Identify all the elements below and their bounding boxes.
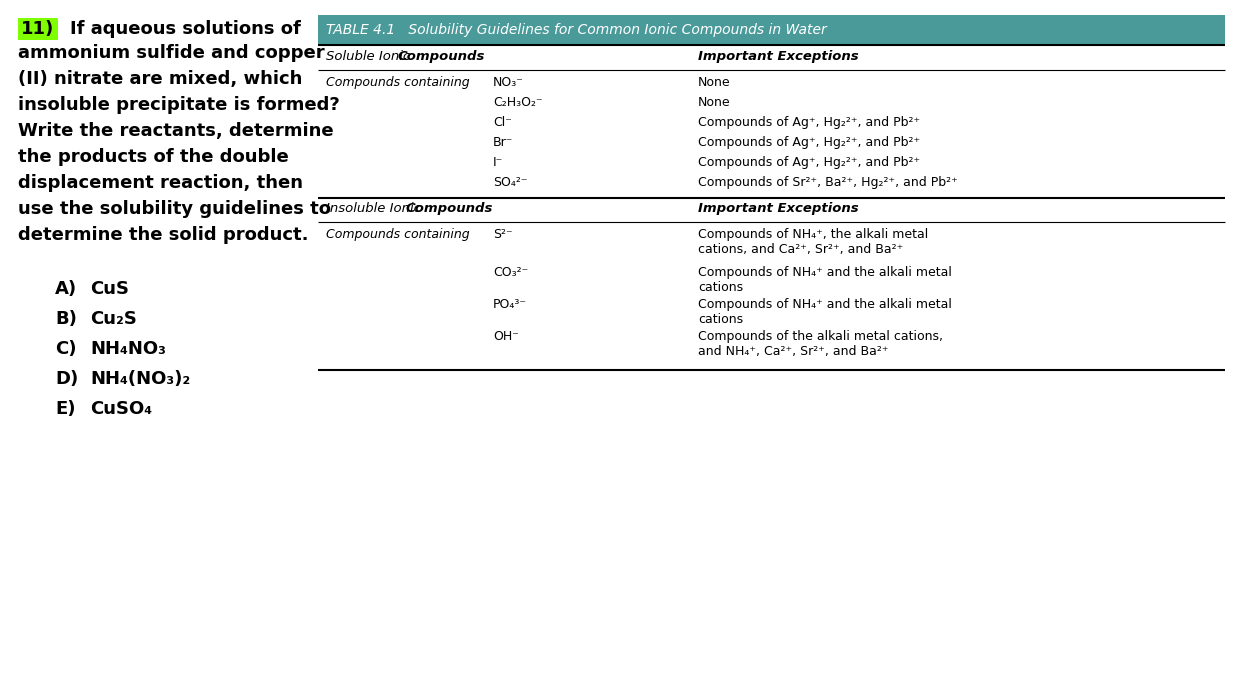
Text: Compounds of NH₄⁺ and the alkali metal: Compounds of NH₄⁺ and the alkali metal (698, 266, 952, 279)
Text: Insoluble Ionic: Insoluble Ionic (326, 202, 425, 215)
Text: Cu₂S: Cu₂S (90, 310, 137, 328)
Text: insoluble precipitate is formed?: insoluble precipitate is formed? (19, 96, 339, 114)
Text: OH⁻: OH⁻ (493, 330, 519, 343)
Text: CuSO₄: CuSO₄ (90, 400, 152, 418)
Text: Compounds of Sr²⁺, Ba²⁺, Hg₂²⁺, and Pb²⁺: Compounds of Sr²⁺, Ba²⁺, Hg₂²⁺, and Pb²⁺ (698, 176, 958, 189)
Text: cations: cations (698, 313, 743, 326)
Text: Compounds: Compounds (397, 50, 485, 63)
Text: Compounds containing: Compounds containing (326, 76, 469, 89)
Text: NO₃⁻: NO₃⁻ (493, 76, 524, 89)
Text: E): E) (54, 400, 76, 418)
Text: the products of the double: the products of the double (19, 148, 288, 166)
Text: A): A) (54, 280, 77, 298)
Text: Br⁻: Br⁻ (493, 136, 514, 149)
Text: ammonium sulfide and copper: ammonium sulfide and copper (19, 44, 324, 62)
Text: C): C) (54, 340, 77, 358)
Text: Soluble Ionic: Soluble Ionic (326, 50, 415, 63)
Text: I⁻: I⁻ (493, 156, 504, 169)
FancyBboxPatch shape (318, 15, 1224, 45)
Text: Compounds of the alkali metal cations,: Compounds of the alkali metal cations, (698, 330, 943, 343)
Text: (II) nitrate are mixed, which: (II) nitrate are mixed, which (19, 70, 302, 88)
Text: use the solubility guidelines to: use the solubility guidelines to (19, 200, 331, 218)
Text: cations: cations (698, 281, 743, 294)
Text: 11): 11) (21, 20, 54, 38)
Text: Compounds of Ag⁺, Hg₂²⁺, and Pb²⁺: Compounds of Ag⁺, Hg₂²⁺, and Pb²⁺ (698, 136, 920, 149)
Text: Compounds of Ag⁺, Hg₂²⁺, and Pb²⁺: Compounds of Ag⁺, Hg₂²⁺, and Pb²⁺ (698, 116, 920, 129)
Text: TABLE 4.1   Solubility Guidelines for Common Ionic Compounds in Water: TABLE 4.1 Solubility Guidelines for Comm… (326, 23, 827, 37)
Text: determine the solid product.: determine the solid product. (19, 226, 308, 244)
Text: Compounds: Compounds (406, 202, 494, 215)
Text: NH₄(NO₃)₂: NH₄(NO₃)₂ (90, 370, 191, 388)
Text: cations, and Ca²⁺, Sr²⁺, and Ba²⁺: cations, and Ca²⁺, Sr²⁺, and Ba²⁺ (698, 243, 904, 256)
Text: Compounds of NH₄⁺, the alkali metal: Compounds of NH₄⁺, the alkali metal (698, 228, 928, 241)
Text: Important Exceptions: Important Exceptions (698, 202, 859, 215)
Text: Compounds of Ag⁺, Hg₂²⁺, and Pb²⁺: Compounds of Ag⁺, Hg₂²⁺, and Pb²⁺ (698, 156, 920, 169)
Text: Important Exceptions: Important Exceptions (698, 50, 859, 63)
Text: displacement reaction, then: displacement reaction, then (19, 174, 303, 192)
Text: NH₄NO₃: NH₄NO₃ (90, 340, 166, 358)
FancyBboxPatch shape (19, 18, 58, 40)
Text: None: None (698, 76, 730, 89)
Text: CuS: CuS (90, 280, 129, 298)
Text: B): B) (54, 310, 77, 328)
Text: D): D) (54, 370, 78, 388)
Text: and NH₄⁺, Ca²⁺, Sr²⁺, and Ba²⁺: and NH₄⁺, Ca²⁺, Sr²⁺, and Ba²⁺ (698, 345, 889, 358)
Text: None: None (698, 96, 730, 109)
Text: Compounds containing: Compounds containing (326, 228, 469, 241)
Text: Compounds of NH₄⁺ and the alkali metal: Compounds of NH₄⁺ and the alkali metal (698, 298, 952, 311)
Text: CO₃²⁻: CO₃²⁻ (493, 266, 529, 279)
Text: C₂H₃O₂⁻: C₂H₃O₂⁻ (493, 96, 542, 109)
Text: Cl⁻: Cl⁻ (493, 116, 511, 129)
Text: PO₄³⁻: PO₄³⁻ (493, 298, 527, 311)
Text: Write the reactants, determine: Write the reactants, determine (19, 122, 333, 140)
Text: S²⁻: S²⁻ (493, 228, 513, 241)
Text: If aqueous solutions of: If aqueous solutions of (71, 20, 301, 38)
Text: SO₄²⁻: SO₄²⁻ (493, 176, 527, 189)
